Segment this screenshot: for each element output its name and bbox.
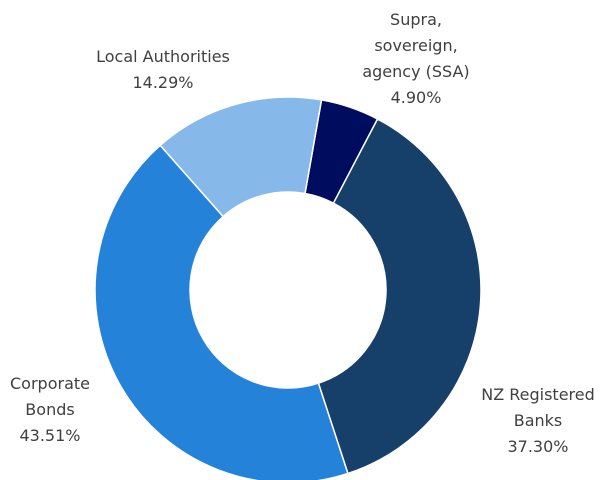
segment-label: Corporate Bonds [10, 374, 90, 419]
segment-value-label: 4.90% [391, 88, 442, 107]
donut-segment [317, 118, 482, 475]
segment-value-label: 14.29% [132, 73, 193, 92]
segment-label: NZ Registered Banks [481, 385, 595, 430]
segment-label: Supra, sovereign, agency (SSA) [362, 10, 469, 81]
donut-segment [159, 96, 323, 218]
donut-segment [94, 144, 349, 480]
segment-value-label: 43.51% [19, 426, 80, 445]
segment-value-label: 37.30% [507, 437, 568, 456]
segment-label: Local Authorities [96, 47, 230, 66]
